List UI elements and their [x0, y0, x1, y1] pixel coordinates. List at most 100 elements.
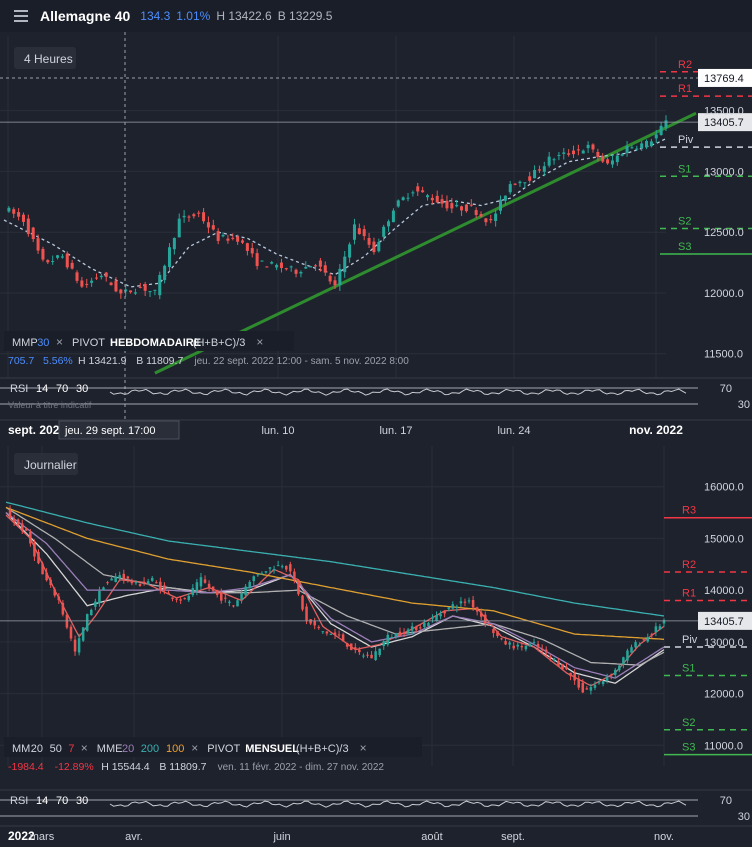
last-price-label: 13405.7 — [704, 616, 744, 628]
candle-body — [378, 648, 381, 656]
candle-body — [329, 633, 333, 635]
candle-body — [345, 642, 349, 647]
candle-body — [615, 155, 619, 163]
rsi-axis-70: 70 — [720, 383, 732, 395]
candle-body — [98, 590, 101, 604]
x-tick-label: 2022 — [8, 829, 35, 843]
chart-daily[interactable]: Journalier R3 R2 R1 Piv S1 S2 S3 13405.7 11000.0 1… — [0, 440, 752, 847]
candle-body — [516, 644, 520, 647]
legend-pivot-mode: MENSUEL — [245, 743, 299, 755]
candle-body — [664, 120, 668, 128]
pivot-label-r2: R2 — [678, 59, 692, 71]
price-change-pct: 1.01% — [176, 9, 211, 23]
candle-body — [325, 631, 329, 634]
candle-body — [638, 644, 641, 646]
stat-change-pct: 5.56% — [43, 355, 73, 367]
legend-close-icon: × — [256, 335, 263, 349]
moving-average-mme-100 — [5, 506, 665, 640]
candle-body — [396, 200, 400, 207]
candle-body — [569, 672, 572, 677]
candle-body — [250, 248, 254, 254]
candle-body — [518, 181, 522, 184]
candle-body — [255, 253, 259, 267]
candle-body — [252, 576, 256, 582]
candle-body — [523, 182, 527, 184]
candle-body — [654, 134, 658, 139]
pivot-label-r3: R3 — [682, 505, 696, 517]
candle-body — [241, 240, 245, 243]
y-tick-label: 16000.0 — [704, 482, 744, 494]
candle-body — [601, 681, 605, 685]
hamburger-menu-icon[interactable] — [14, 10, 28, 22]
candle-body — [416, 186, 420, 192]
candle-body — [142, 581, 146, 584]
candle-body — [163, 265, 167, 281]
candle-body — [630, 147, 634, 149]
candle-body — [662, 620, 666, 624]
candle-body — [155, 582, 158, 584]
symbol-name[interactable]: Allemagne 40 — [40, 8, 131, 24]
candle-body — [138, 584, 142, 586]
candle-body — [484, 614, 487, 624]
pivot-label-s1: S1 — [682, 662, 695, 674]
candle-body — [228, 601, 231, 604]
trendline — [154, 111, 697, 375]
candle-body — [272, 569, 276, 571]
candle-body — [421, 190, 425, 193]
candle-body — [20, 523, 24, 531]
candle-body — [41, 563, 44, 575]
candle-body — [586, 144, 590, 149]
candle-body — [391, 210, 395, 223]
candle-body — [659, 125, 663, 136]
candle-body — [439, 614, 442, 617]
candle-body — [179, 599, 182, 601]
candle-body — [279, 262, 283, 268]
candle-body — [16, 519, 20, 525]
y-tick-label: 11000.0 — [704, 740, 743, 752]
candle-body — [313, 621, 316, 626]
stat-change: 705.7 — [8, 355, 34, 367]
candle-body — [513, 183, 517, 185]
candle-body — [211, 225, 215, 230]
candle-body — [265, 266, 269, 268]
legend-pivot-label: PIVOT — [72, 337, 105, 349]
pivot-label-piv: Piv — [678, 134, 694, 146]
candle-body — [8, 509, 12, 518]
candle-body — [630, 647, 633, 653]
candle-body — [65, 253, 69, 268]
chart-4h[interactable]: 4 Heures R2 R1 Piv S1 S2 S3 13769.4 13405.7 11500… — [0, 32, 752, 440]
candle-body — [69, 626, 73, 639]
candle-body — [557, 154, 561, 156]
candle-body — [73, 639, 77, 652]
candle-body — [496, 630, 499, 636]
candle-body — [406, 629, 410, 633]
candle-body — [440, 199, 444, 204]
candle-body — [183, 598, 186, 600]
stat-range: jeu. 22 sept. 2022 12:00 - sam. 5 nov. 2… — [193, 356, 409, 367]
candle-body — [122, 573, 126, 580]
candle-body — [118, 575, 121, 579]
candle-body — [146, 581, 150, 585]
candle-body — [119, 289, 123, 294]
rsi-hint: Valeur à titre indicatif — [8, 400, 92, 410]
candle-body — [197, 212, 201, 214]
candle-body — [640, 143, 644, 149]
legend-mme-period: 200 — [141, 743, 159, 755]
stat-change-pct: -12.89% — [55, 761, 94, 773]
candle-body — [240, 593, 243, 600]
candle-body — [26, 218, 30, 234]
pivot-label-s2: S2 — [678, 216, 691, 228]
rsi-label: RSI — [10, 383, 28, 395]
candle-body — [195, 582, 199, 591]
candle-body — [431, 617, 434, 619]
price-change: 134.3 — [140, 9, 171, 23]
candle-body — [503, 195, 507, 201]
candle-body — [471, 599, 475, 608]
candle-body — [153, 289, 157, 291]
candle-body — [341, 634, 345, 642]
candle-body — [85, 614, 89, 631]
y-tick-label: 15000.0 — [704, 533, 744, 545]
candle-body — [524, 645, 528, 650]
x-tick-label: août — [421, 831, 442, 843]
pivot-label-r2: R2 — [682, 559, 696, 571]
